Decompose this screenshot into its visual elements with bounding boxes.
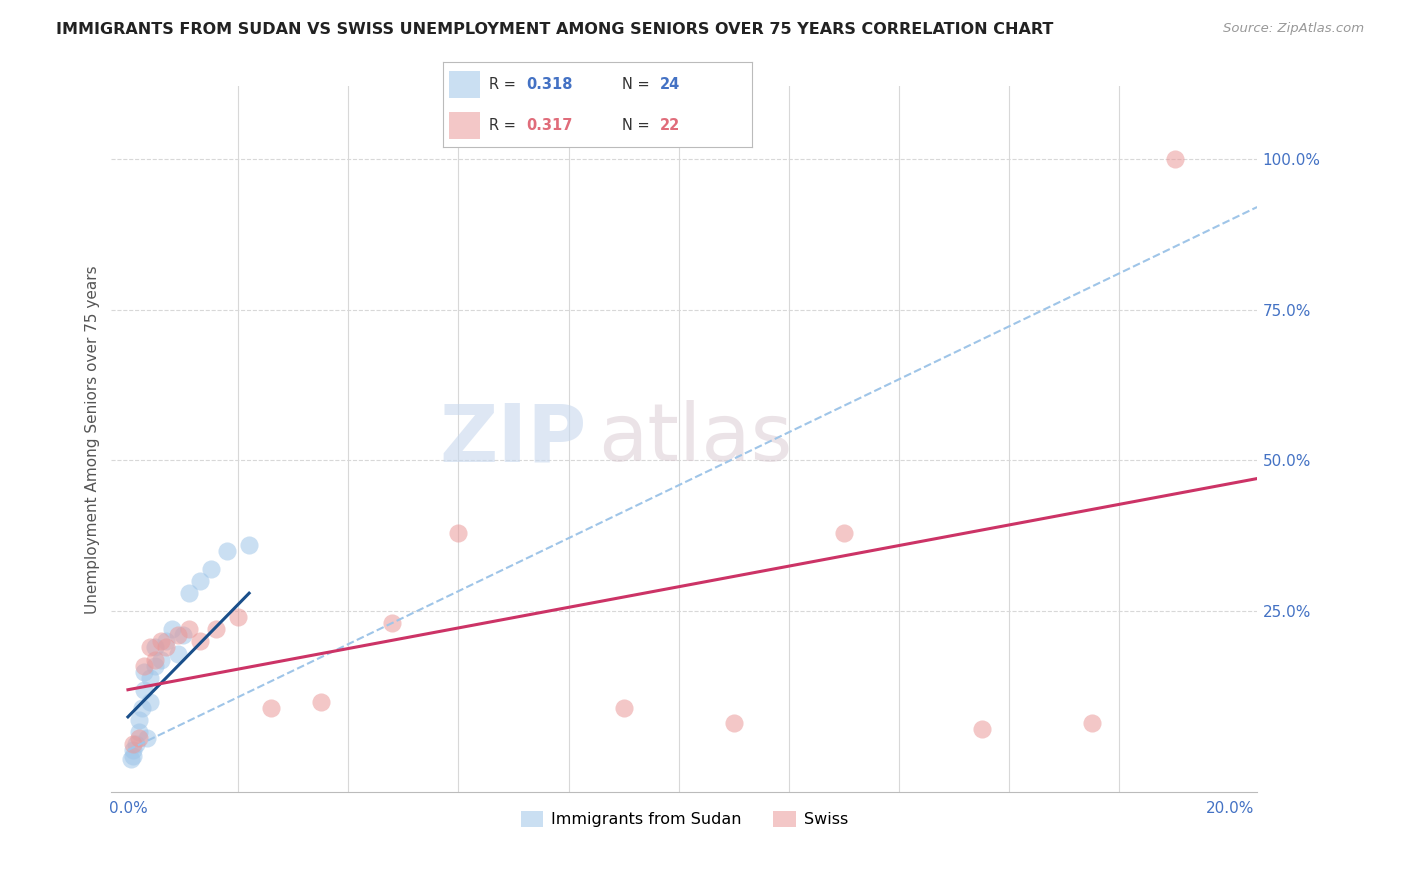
Point bbox=[149, 652, 172, 666]
Legend: Immigrants from Sudan, Swiss: Immigrants from Sudan, Swiss bbox=[515, 805, 855, 834]
Text: N =: N = bbox=[623, 77, 655, 92]
Text: 24: 24 bbox=[659, 77, 679, 92]
Point bbox=[177, 586, 200, 600]
Point bbox=[166, 647, 188, 661]
Point bbox=[200, 562, 222, 576]
Text: atlas: atlas bbox=[599, 401, 793, 478]
Point bbox=[139, 640, 162, 655]
Point bbox=[155, 640, 177, 655]
Point bbox=[260, 701, 283, 715]
Point bbox=[128, 731, 150, 745]
Point bbox=[723, 715, 745, 730]
Point bbox=[136, 731, 159, 745]
Point bbox=[177, 623, 200, 637]
Text: N =: N = bbox=[623, 118, 655, 133]
Point bbox=[613, 701, 636, 715]
Point bbox=[381, 616, 404, 631]
Point bbox=[217, 544, 239, 558]
Text: IMMIGRANTS FROM SUDAN VS SWISS UNEMPLOYMENT AMONG SENIORS OVER 75 YEARS CORRELAT: IMMIGRANTS FROM SUDAN VS SWISS UNEMPLOYM… bbox=[56, 22, 1053, 37]
Point bbox=[122, 749, 145, 764]
Point bbox=[128, 713, 150, 727]
Point bbox=[120, 752, 142, 766]
Point bbox=[1081, 715, 1104, 730]
Point bbox=[832, 525, 855, 540]
Point bbox=[125, 737, 148, 751]
Point bbox=[128, 725, 150, 739]
Point bbox=[309, 695, 332, 709]
Point bbox=[1163, 152, 1185, 166]
Point bbox=[139, 671, 162, 685]
Point bbox=[160, 623, 183, 637]
Point bbox=[139, 695, 162, 709]
Point bbox=[226, 610, 249, 624]
Point bbox=[205, 623, 228, 637]
Point bbox=[155, 634, 177, 648]
Point bbox=[238, 538, 260, 552]
Point bbox=[134, 658, 156, 673]
Point bbox=[149, 634, 172, 648]
Point bbox=[188, 574, 211, 588]
Point bbox=[145, 640, 167, 655]
Point bbox=[145, 658, 167, 673]
Point bbox=[447, 525, 470, 540]
Bar bbox=[449, 112, 479, 139]
Text: R =: R = bbox=[489, 118, 520, 133]
Point bbox=[131, 701, 153, 715]
Text: ZIP: ZIP bbox=[440, 401, 586, 478]
Point bbox=[134, 682, 156, 697]
Y-axis label: Unemployment Among Seniors over 75 years: Unemployment Among Seniors over 75 years bbox=[86, 265, 100, 614]
Text: Source: ZipAtlas.com: Source: ZipAtlas.com bbox=[1223, 22, 1364, 36]
Point bbox=[134, 665, 156, 679]
Point bbox=[166, 628, 188, 642]
Bar bbox=[449, 71, 479, 98]
Text: R =: R = bbox=[489, 77, 520, 92]
Point bbox=[188, 634, 211, 648]
Point bbox=[122, 743, 145, 757]
Text: 0.318: 0.318 bbox=[526, 77, 572, 92]
Text: 22: 22 bbox=[659, 118, 679, 133]
Point bbox=[122, 737, 145, 751]
Text: 0.317: 0.317 bbox=[526, 118, 572, 133]
Point bbox=[145, 652, 167, 666]
Point bbox=[970, 722, 993, 736]
Point bbox=[172, 628, 194, 642]
